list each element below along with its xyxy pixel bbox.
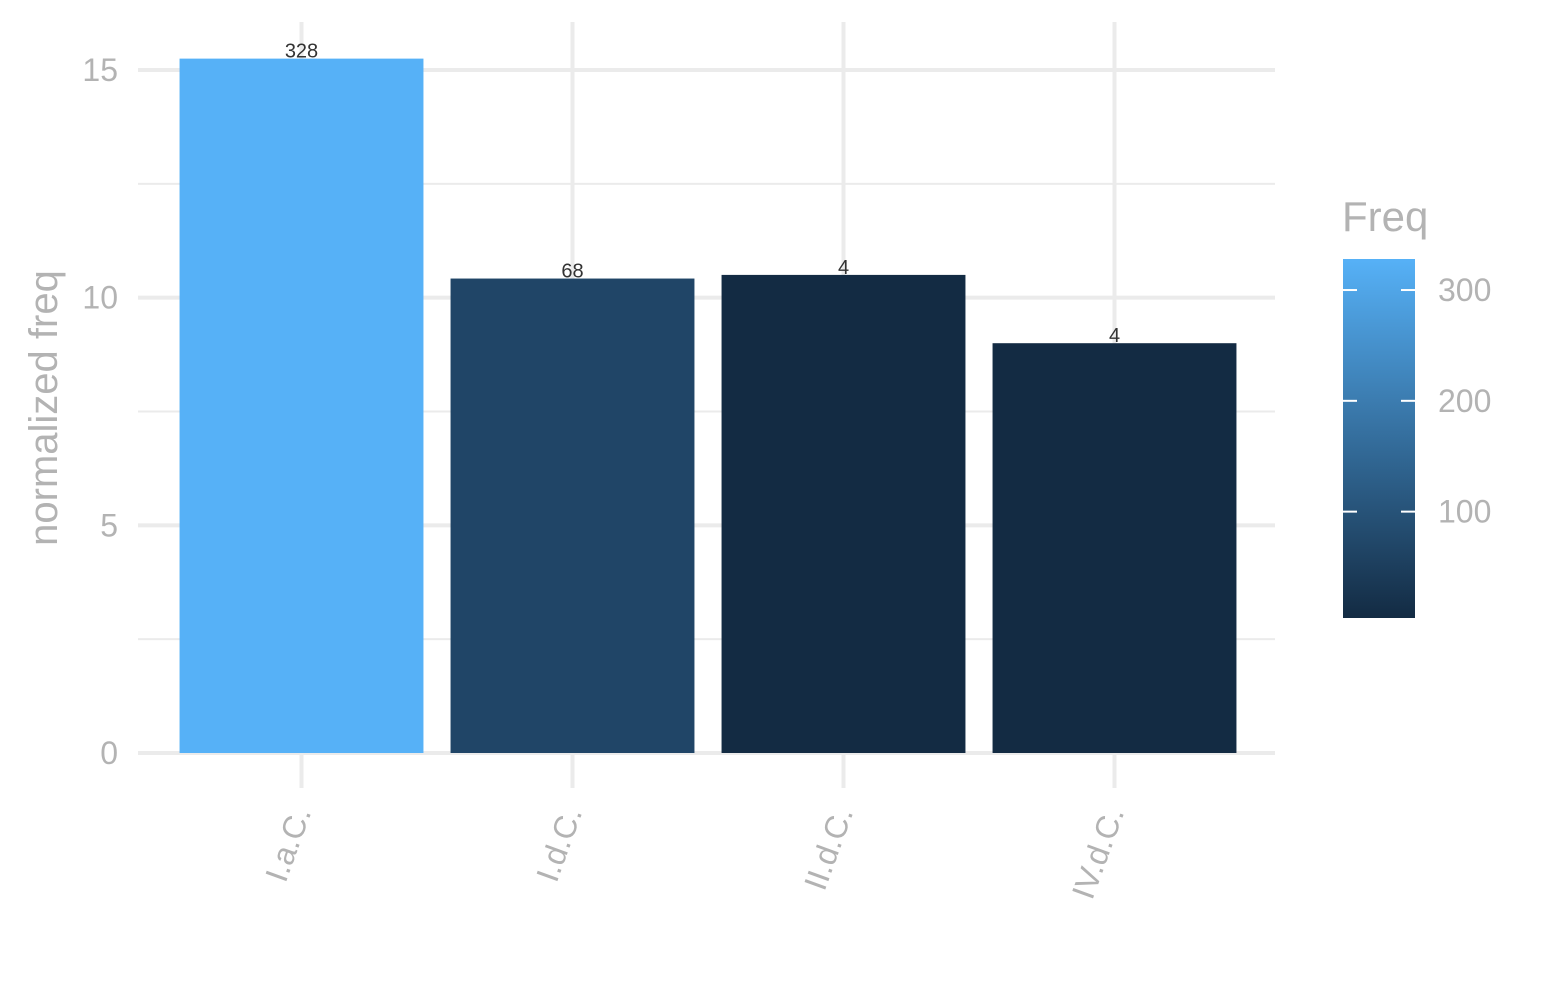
data-label: 4: [838, 257, 849, 279]
bars: [179, 58, 1237, 754]
data-label: 328: [285, 41, 318, 63]
legend: Freq 100 200 300: [1342, 193, 1491, 618]
x-tick-label: IV.d.C.: [1065, 802, 1131, 903]
data-labels: 328 68 4 4: [285, 41, 1120, 348]
legend-colorbar: [1343, 259, 1415, 618]
bar-idc: [450, 278, 695, 753]
legend-label: 100: [1438, 494, 1491, 530]
legend-label: 300: [1438, 272, 1491, 308]
y-tick-label: 0: [100, 735, 118, 771]
data-label: 68: [561, 261, 583, 283]
legend-label: 200: [1438, 383, 1491, 419]
y-tick-label: 15: [82, 52, 118, 88]
x-tick-label: I.d.C.: [529, 802, 589, 886]
y-tick-label: 10: [82, 280, 118, 316]
bar-ivdc: [992, 343, 1237, 753]
legend-title: Freq: [1342, 193, 1428, 240]
y-tick-label: 5: [100, 507, 118, 543]
y-axis-title: normalized freq: [22, 270, 66, 546]
x-tick-label: II.d.C.: [797, 802, 860, 895]
x-tick-label: I.a.C.: [258, 802, 318, 886]
bar-iac: [179, 58, 424, 754]
data-label: 4: [1109, 325, 1120, 347]
bar-iidc: [721, 274, 966, 753]
